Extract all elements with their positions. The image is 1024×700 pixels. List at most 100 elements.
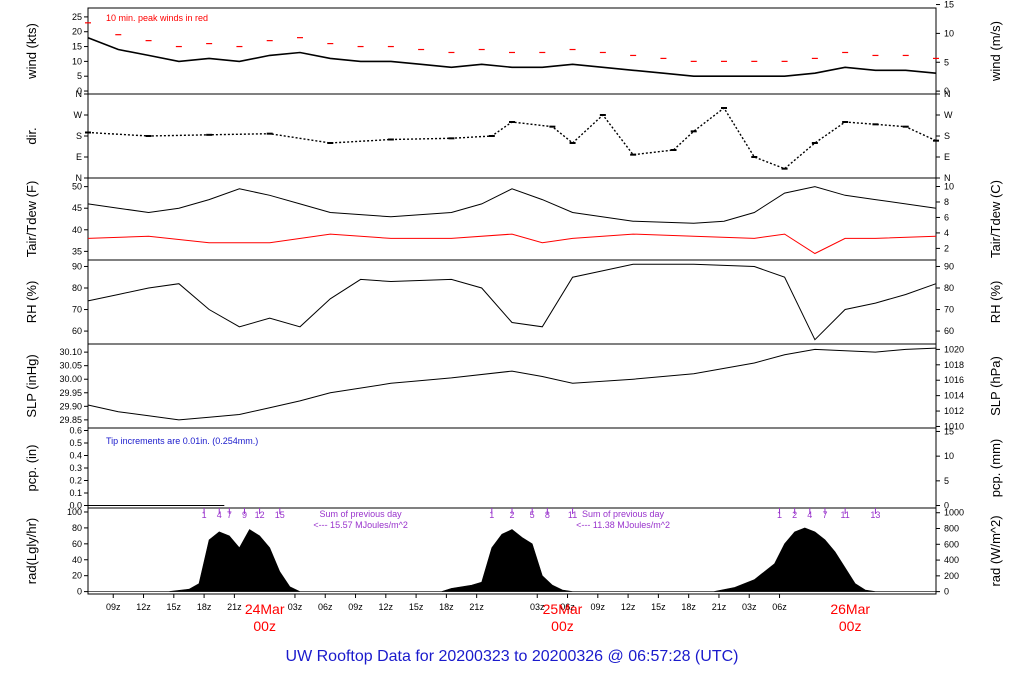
- series-point-dir: [569, 142, 576, 144]
- left-tick-label-wind: 20: [72, 27, 82, 37]
- x-tick-label: 18z: [439, 602, 454, 612]
- left-tick-label-slp: 29.90: [59, 401, 82, 411]
- left-tick-label-pcp: 0.1: [69, 488, 82, 498]
- x-tick-label: 18z: [197, 602, 212, 612]
- x-tick-label: 15z: [651, 602, 666, 612]
- right-tick-label-rh: 70: [944, 305, 954, 315]
- left-tick-label-slp: 30.00: [59, 374, 82, 384]
- annotation-wind: 10 min. peak winds in red: [106, 13, 208, 23]
- right-tick-label-rad: 800: [944, 524, 959, 534]
- left-tick-label-pcp: 0.3: [69, 463, 82, 473]
- series-point-dir: [670, 149, 677, 151]
- panel-wind: wind (kts) wind (m/s) 10 min. peak winds i…: [24, 4, 1003, 95]
- x-tick-label: 21z: [469, 602, 484, 612]
- right-tick-label-temp: 2: [944, 243, 949, 253]
- panel-frame-wind: [87, 7, 937, 95]
- left-tick-label-temp: 40: [72, 225, 82, 235]
- panel-slp: SLP (inHg) SLP (hPa): [24, 343, 1003, 429]
- left-tick-label-temp: 45: [72, 203, 82, 213]
- right-tick-label-temp: 10: [944, 182, 954, 192]
- left-tick-label-rh: 80: [72, 283, 82, 293]
- series-point-dir: [327, 142, 334, 144]
- panel-dir: dir.: [24, 93, 940, 179]
- right-tick-label-pcp: 10: [944, 451, 954, 461]
- date-label-day: 26Mar: [830, 601, 870, 617]
- right-tick-label-rad: 600: [944, 539, 959, 549]
- series-point-dir: [630, 153, 637, 156]
- left-tick-label-slp: 29.95: [59, 388, 82, 398]
- left-axis-label-rh: RH (%): [24, 281, 39, 324]
- x-tick-label: 06z: [318, 602, 333, 612]
- rad-day-note-line1: Sum of previous day: [320, 509, 403, 519]
- left-tick-label-dir: N: [76, 89, 83, 99]
- rad-hour-label: 15: [275, 510, 285, 520]
- left-axis-label-temp: Tair/Tdew (F): [24, 181, 39, 258]
- rad-hour-label: 13: [870, 510, 880, 520]
- left-tick-label-rad: 20: [72, 571, 82, 581]
- rad-hour-label: 1: [777, 510, 782, 520]
- right-tick-label-wind: 10: [944, 28, 954, 38]
- x-tick-label: 09z: [591, 602, 606, 612]
- x-tick-label: 03z: [742, 602, 757, 612]
- right-axis-label-wind: wind (m/s): [988, 21, 1003, 82]
- series-point-dir: [872, 123, 879, 126]
- left-tick-label-wind: 10: [72, 56, 82, 66]
- date-label-hour: 00z: [551, 618, 574, 634]
- right-tick-label-pcp: 5: [944, 476, 949, 486]
- left-tick-label-pcp: 0.5: [69, 438, 82, 448]
- date-label-day: 25Mar: [543, 601, 583, 617]
- left-tick-label-wind: 15: [72, 42, 82, 52]
- right-tick-label-rh: 80: [944, 283, 954, 293]
- panel-frame-slp: [87, 343, 937, 429]
- left-tick-label-dir: N: [76, 173, 83, 183]
- series-slp-slp: [87, 347, 937, 421]
- left-tick-label-rad: 0: [77, 587, 82, 597]
- right-tick-label-slp: 1012: [944, 406, 964, 416]
- right-tick-label-temp: 4: [944, 228, 949, 238]
- right-axis-label-slp: SLP (hPa): [988, 356, 1003, 416]
- x-tick-label: 12z: [621, 602, 636, 612]
- right-tick-label-wind: 15: [944, 0, 954, 10]
- panel-frame-dir: [87, 93, 937, 179]
- rad-hour-label: 1: [202, 510, 207, 520]
- x-tick-label: 09z: [348, 602, 363, 612]
- left-tick-label-temp: 35: [72, 246, 82, 256]
- left-tick-label-slp: 30.10: [59, 347, 82, 357]
- rad-day-note-line2: <--- 15.57 MJoules/m^2: [313, 520, 408, 530]
- left-tick-label-slp: 30.05: [59, 361, 82, 371]
- panel-pcp: pcp. (in) pcp. (mm) Tip increments are 0.0…: [24, 427, 1003, 509]
- left-tick-label-wind: 0: [77, 86, 82, 96]
- series-point-dir: [933, 139, 939, 142]
- panel-rad: rad(Lgly/hr) rad (W/m^2): [24, 507, 1003, 595]
- right-tick-label-dir: N: [944, 173, 951, 183]
- series-point-dir: [751, 156, 758, 158]
- x-tick-label: 03z: [530, 602, 545, 612]
- left-tick-label-dir: S: [76, 131, 82, 141]
- rad-hour-label: 9: [242, 510, 247, 520]
- right-tick-label-pcp: 15: [944, 426, 954, 436]
- right-tick-label-slp: 1016: [944, 375, 964, 385]
- x-tick-label: 12z: [136, 602, 151, 612]
- rad-hour-label: 2: [509, 510, 514, 520]
- series-temp-tair: [87, 186, 937, 224]
- rad-day-note-line1: Sum of previous day: [582, 509, 665, 519]
- right-axis-label-pcp: pcp. (mm): [988, 439, 1003, 498]
- right-axis-label-temp: Tair/Tdew (C): [988, 180, 1003, 258]
- x-tick-label: 15z: [167, 602, 182, 612]
- x-tick-label: 21z: [712, 602, 727, 612]
- left-tick-label-rad: 40: [72, 555, 82, 565]
- right-tick-label-rad: 1000: [944, 508, 964, 518]
- panel-frame-rh: [87, 259, 937, 345]
- x-tick-label: 06z: [560, 602, 575, 612]
- rad-hour-label: 11: [840, 510, 849, 520]
- series-dir-line: [87, 106, 937, 170]
- date-label-day: 24Mar: [245, 601, 285, 617]
- left-tick-label-rh: 60: [72, 326, 82, 336]
- rad-hour-label: 5: [530, 510, 535, 520]
- series-wind-wind-speed: [87, 36, 937, 77]
- left-axis-label-rad: rad(Lgly/hr): [24, 518, 39, 584]
- left-tick-label-pcp: 0.6: [69, 426, 82, 436]
- x-tick-label: 03z: [288, 602, 303, 612]
- right-tick-label-temp: 6: [944, 212, 949, 222]
- x-tick-label: 15z: [409, 602, 424, 612]
